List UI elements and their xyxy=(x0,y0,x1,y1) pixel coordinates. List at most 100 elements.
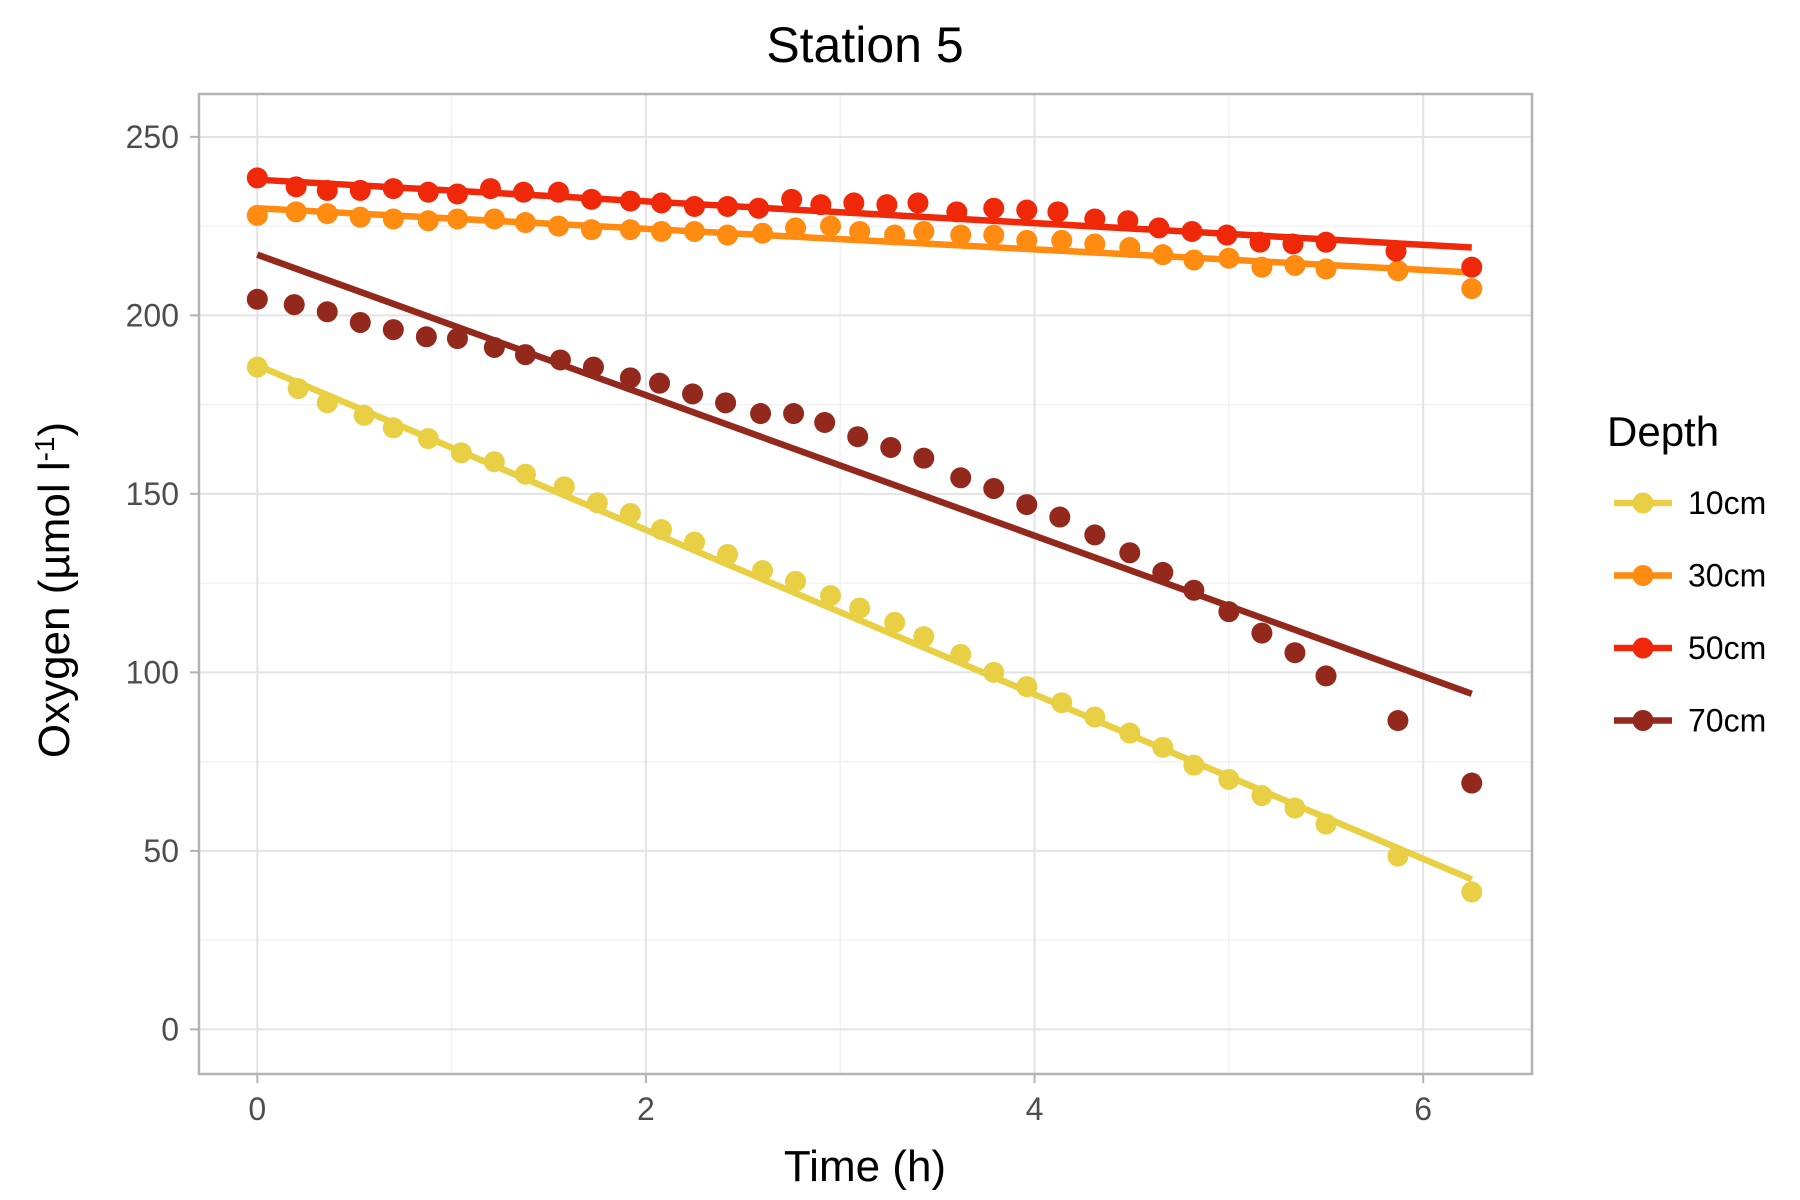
data-point-70cm xyxy=(483,336,505,358)
data-point-70cm xyxy=(382,319,404,341)
data-point-70cm xyxy=(316,301,338,323)
legend-key-point xyxy=(1632,492,1654,514)
data-point-30cm xyxy=(1461,278,1483,300)
x-axis: 0 2 4 6 xyxy=(248,1074,1432,1127)
x-axis-title: Time (h) xyxy=(784,1142,946,1191)
data-point-10cm xyxy=(913,626,935,648)
data-point-70cm xyxy=(1315,665,1337,687)
series-50cm xyxy=(246,167,1483,278)
series-10cm xyxy=(246,356,1483,903)
data-point-70cm xyxy=(783,403,805,425)
legend-item-10cm: 10cm xyxy=(1614,485,1766,521)
data-point-30cm xyxy=(950,224,972,246)
data-point-10cm xyxy=(1051,692,1073,714)
legend: Depth 10cm 30cm 50cm 70cm xyxy=(1607,408,1766,739)
data-point-10cm xyxy=(1218,768,1240,790)
data-point-30cm xyxy=(619,219,641,241)
data-point-50cm xyxy=(983,197,1005,219)
data-point-30cm xyxy=(1119,237,1141,259)
data-point-10cm xyxy=(1084,706,1106,728)
data-point-30cm xyxy=(913,220,935,242)
data-point-50cm xyxy=(1148,217,1170,239)
data-point-70cm xyxy=(847,426,869,448)
data-point-50cm xyxy=(1047,201,1069,223)
data-point-30cm xyxy=(581,219,603,241)
y-axis-title-superscript: -1 xyxy=(29,436,60,461)
data-point-50cm xyxy=(1315,231,1337,253)
data-point-70cm xyxy=(1152,561,1174,583)
data-point-30cm xyxy=(1387,260,1409,282)
data-point-70cm xyxy=(619,367,641,389)
data-point-70cm xyxy=(715,392,737,414)
data-point-50cm xyxy=(1249,231,1271,253)
data-point-70cm xyxy=(349,311,371,333)
data-point-50cm xyxy=(748,197,770,219)
fit-line-70cm xyxy=(256,251,1473,697)
data-point-30cm xyxy=(483,208,505,230)
data-point-50cm xyxy=(1385,240,1407,262)
data-point-50cm xyxy=(717,195,739,217)
data-point-50cm xyxy=(619,190,641,212)
data-point-50cm xyxy=(382,178,404,200)
data-point-50cm xyxy=(1282,233,1304,255)
data-point-50cm xyxy=(650,192,672,214)
data-point-30cm xyxy=(820,215,842,237)
data-point-50cm xyxy=(1117,210,1139,232)
data-point-30cm xyxy=(246,204,268,226)
series-70cm xyxy=(246,251,1483,794)
data-point-10cm xyxy=(1387,845,1409,867)
y-axis: 0 50 100 150 200 250 xyxy=(126,119,199,1047)
data-point-10cm xyxy=(353,404,375,426)
data-point-10cm xyxy=(717,544,739,566)
data-point-50cm xyxy=(316,179,338,201)
data-point-70cm xyxy=(514,344,536,366)
data-point-10cm xyxy=(1119,722,1141,744)
data-point-10cm xyxy=(650,519,672,541)
data-point-10cm xyxy=(752,560,774,582)
data-point-50cm xyxy=(581,188,603,210)
data-point-10cm xyxy=(417,428,439,450)
data-point-50cm xyxy=(547,181,569,203)
data-point-70cm xyxy=(649,372,671,394)
y-axis-title-main: Oxygen (µmol l xyxy=(30,461,79,758)
data-point-50cm xyxy=(876,194,898,216)
data-point-10cm xyxy=(1461,881,1483,903)
data-point-50cm xyxy=(417,181,439,203)
data-point-50cm xyxy=(479,178,501,200)
data-point-70cm xyxy=(750,403,772,425)
legend-key-point xyxy=(1632,637,1654,659)
data-point-30cm xyxy=(417,210,439,232)
data-point-70cm xyxy=(682,383,704,405)
data-point-30cm xyxy=(1251,256,1273,278)
data-point-30cm xyxy=(382,208,404,230)
data-point-70cm xyxy=(1084,524,1106,546)
y-tick-label: 50 xyxy=(143,833,179,869)
y-axis-title: Oxygen (µmol l-1) xyxy=(29,422,80,758)
data-point-10cm xyxy=(1183,754,1205,776)
data-point-30cm xyxy=(1284,254,1306,276)
legend-title: Depth xyxy=(1607,408,1719,455)
legend-item-30cm: 30cm xyxy=(1614,558,1766,594)
data-point-50cm xyxy=(907,192,929,214)
data-point-70cm xyxy=(1387,710,1409,732)
data-point-50cm xyxy=(1216,224,1238,246)
legend-key-point xyxy=(1632,565,1654,586)
data-point-70cm xyxy=(913,447,935,469)
legend-item-70cm: 70cm xyxy=(1614,703,1766,739)
data-point-10cm xyxy=(785,570,807,592)
data-point-30cm xyxy=(884,224,906,246)
data-point-30cm xyxy=(650,220,672,242)
data-point-10cm xyxy=(382,417,404,439)
y-tick-label: 150 xyxy=(126,476,179,512)
data-point-50cm xyxy=(1016,199,1038,221)
legend-item-50cm: 50cm xyxy=(1614,630,1766,666)
data-point-30cm xyxy=(349,206,371,228)
data-point-50cm xyxy=(285,176,307,198)
data-point-10cm xyxy=(316,392,338,414)
data-point-30cm xyxy=(1016,229,1038,251)
data-point-30cm xyxy=(547,215,569,237)
data-point-10cm xyxy=(553,476,575,498)
data-point-70cm xyxy=(1284,642,1306,664)
data-point-70cm xyxy=(446,328,468,350)
